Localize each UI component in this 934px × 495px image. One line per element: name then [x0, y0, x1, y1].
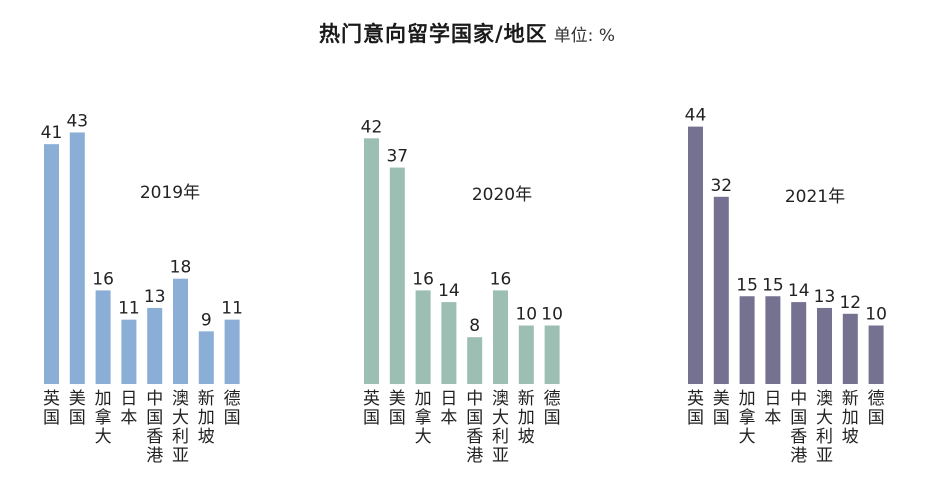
bar	[817, 307, 832, 384]
bar	[441, 302, 457, 384]
category-label: 美国	[389, 389, 406, 428]
data-label: 15	[762, 275, 784, 295]
bar	[518, 325, 534, 384]
bar	[765, 296, 781, 384]
category-label: 加拿大	[739, 389, 756, 447]
bar	[415, 290, 431, 384]
bar	[467, 337, 483, 384]
bar	[842, 313, 858, 384]
data-label: 43	[66, 111, 88, 131]
data-label: 8	[469, 316, 480, 336]
bar	[688, 126, 703, 384]
data-label: 37	[386, 147, 408, 167]
data-label: 32	[710, 176, 732, 196]
data-label: 10	[515, 305, 537, 325]
category-label: 加拿大	[95, 389, 112, 447]
category-label: 澳大利亚	[172, 389, 189, 466]
category-label: 澳大利亚	[816, 389, 833, 466]
data-label: 11	[221, 299, 243, 319]
data-label: 44	[685, 106, 707, 126]
data-label: 14	[788, 281, 810, 301]
category-label: 中国香港	[466, 389, 483, 466]
panel-year-label: 2021年	[785, 187, 845, 207]
bar	[713, 196, 729, 384]
bar	[791, 302, 807, 384]
bar	[95, 290, 111, 384]
data-label: 16	[490, 269, 512, 289]
chart-title: 热门意向留学国家/地区	[319, 22, 548, 46]
category-label: 美国	[69, 389, 86, 428]
bar	[389, 167, 405, 384]
unit-label: 单位: %	[553, 26, 615, 46]
category-label: 中国香港	[790, 389, 807, 466]
category-label: 日本	[120, 389, 137, 428]
category-label: 新加坡	[518, 389, 535, 447]
data-label: 16	[92, 269, 114, 289]
data-label: 14	[438, 281, 460, 301]
panel-year-label: 2019年	[140, 183, 200, 203]
bar	[121, 319, 137, 384]
category-label: 日本	[440, 389, 457, 428]
data-label: 13	[814, 287, 836, 307]
data-label: 18	[170, 258, 192, 278]
data-label: 16	[412, 269, 434, 289]
bar	[739, 296, 755, 384]
chart-header: 热门意向留学国家/地区 单位: %	[0, 18, 934, 48]
category-label: 加拿大	[415, 389, 432, 447]
data-label: 15	[736, 275, 758, 295]
bar	[173, 278, 188, 384]
bar	[69, 132, 85, 384]
chart-panel-0: 2019年 41 英国 43 美国 16 加拿大 11 日本 13 中国香港 18 澳大利亚 9 新加坡 11…	[41, 111, 243, 466]
category-label: 日本	[764, 389, 781, 428]
category-label: 英国	[363, 389, 380, 428]
data-label: 41	[41, 123, 63, 143]
bar	[44, 144, 59, 384]
category-label: 德国	[868, 389, 885, 428]
category-label: 英国	[687, 389, 704, 428]
category-label: 英国	[43, 389, 60, 428]
bar	[198, 331, 214, 384]
panel-year-label: 2020年	[472, 185, 532, 205]
bar	[147, 307, 163, 384]
data-label: 9	[201, 310, 212, 330]
bar	[364, 138, 379, 384]
category-label: 德国	[224, 389, 241, 428]
data-label: 10	[541, 305, 563, 325]
data-label: 10	[865, 305, 887, 325]
bar	[868, 325, 884, 384]
chart-panel-2: 2021年 44 英国 32 美国 15 加拿大 15 日本 14 中国香港 13 澳大利亚 12 新加坡 1…	[685, 106, 887, 466]
category-label: 美国	[713, 389, 730, 428]
category-label: 新加坡	[198, 389, 215, 447]
data-label: 42	[361, 117, 383, 137]
data-label: 13	[144, 287, 166, 307]
category-label: 新加坡	[842, 389, 859, 447]
category-label: 德国	[544, 389, 561, 428]
category-label: 澳大利亚	[492, 389, 509, 466]
category-label: 中国香港	[146, 389, 163, 466]
bar	[544, 325, 560, 384]
bar	[493, 290, 508, 384]
data-label: 12	[839, 293, 861, 313]
chart-panel-1: 2020年 42 英国 37 美国 16 加拿大 14 日本 8 中国香港 16 澳大利亚 10 新加坡 10…	[361, 117, 563, 466]
data-label: 11	[118, 299, 140, 319]
bar	[224, 319, 240, 384]
